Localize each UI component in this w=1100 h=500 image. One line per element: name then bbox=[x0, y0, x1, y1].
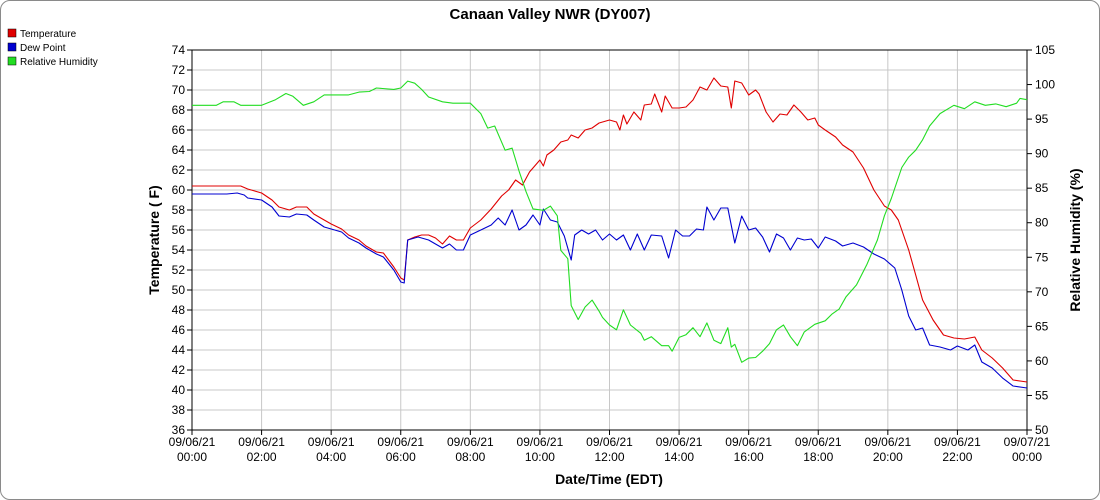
x-tick-time: 00:00 bbox=[1012, 450, 1042, 464]
y2-tick-label: 70 bbox=[1035, 285, 1049, 299]
x-tick-time: 04:00 bbox=[316, 450, 346, 464]
legend-label: Dew Point bbox=[20, 43, 66, 54]
y-tick-label: 56 bbox=[172, 223, 186, 237]
x-tick-date: 09/06/21 bbox=[308, 435, 355, 449]
y-tick-label: 52 bbox=[172, 263, 186, 277]
legend-swatch bbox=[7, 56, 17, 66]
y-tick-label: 42 bbox=[172, 363, 186, 377]
x-tick-time: 12:00 bbox=[594, 450, 624, 464]
legend-label: Relative Humidity bbox=[20, 57, 98, 68]
series-line-temperature bbox=[192, 77, 1028, 383]
series-line-dew-point bbox=[192, 192, 1028, 389]
x-tick-date: 09/06/21 bbox=[517, 435, 564, 449]
x-tick-time: 00:00 bbox=[177, 450, 207, 464]
y2-tick-label: 75 bbox=[1035, 250, 1049, 264]
y-tick-label: 70 bbox=[172, 83, 186, 97]
y2-tick-label: 80 bbox=[1035, 216, 1049, 230]
y-tick-label: 36 bbox=[172, 423, 186, 437]
x-tick-date: 09/06/21 bbox=[238, 435, 285, 449]
y2-tick-label: 100 bbox=[1035, 78, 1055, 92]
y2-tick-label: 65 bbox=[1035, 319, 1049, 333]
y-tick-label: 64 bbox=[172, 143, 186, 157]
y2-axis-label: Relative Humidity (%) bbox=[1067, 168, 1083, 311]
x-tick-time: 14:00 bbox=[664, 450, 694, 464]
x-tick-date: 09/06/21 bbox=[586, 435, 633, 449]
y-tick-label: 44 bbox=[172, 343, 186, 357]
y2-tick-label: 95 bbox=[1035, 112, 1049, 126]
y2-tick-label: 85 bbox=[1035, 181, 1049, 195]
legend-label: Temperature bbox=[20, 29, 77, 40]
legend: Temperature Dew Point Relative Humidity bbox=[7, 28, 98, 68]
y-axis-label: Temperature ( F) bbox=[146, 185, 162, 294]
x-tick-time: 20:00 bbox=[873, 450, 903, 464]
x-tick-date: 09/06/21 bbox=[656, 435, 703, 449]
y-tick-label: 54 bbox=[172, 243, 186, 257]
x-tick-time: 22:00 bbox=[942, 450, 972, 464]
legend-swatch bbox=[7, 28, 17, 38]
y2-tick-label: 90 bbox=[1035, 147, 1049, 161]
x-tick-date: 09/06/21 bbox=[447, 435, 494, 449]
x-tick-date: 09/06/21 bbox=[864, 435, 911, 449]
y2-tick-label: 55 bbox=[1035, 388, 1049, 402]
x-tick-time: 02:00 bbox=[247, 450, 277, 464]
x-axis: 09/06/2100:0009/06/2102:0009/06/2104:000… bbox=[169, 430, 1051, 464]
x-tick-date: 09/06/21 bbox=[725, 435, 772, 449]
y-tick-label: 38 bbox=[172, 403, 186, 417]
x-tick-date: 09/06/21 bbox=[169, 435, 216, 449]
y2-tick-label: 60 bbox=[1035, 354, 1049, 368]
y-tick-label: 72 bbox=[172, 63, 186, 77]
x-tick-time: 10:00 bbox=[525, 450, 555, 464]
y-tick-label: 66 bbox=[172, 123, 186, 137]
y2-tick-label: 105 bbox=[1035, 43, 1055, 57]
x-tick-time: 06:00 bbox=[386, 450, 416, 464]
x-axis-label: Date/Time (EDT) bbox=[555, 471, 663, 487]
y-tick-label: 50 bbox=[172, 283, 186, 297]
y-tick-label: 62 bbox=[172, 163, 186, 177]
x-tick-date: 09/07/21 bbox=[1004, 435, 1051, 449]
y-tick-label: 74 bbox=[172, 43, 186, 57]
y-tick-label: 68 bbox=[172, 103, 186, 117]
left-axis: 36 38 40 42 44 46 48 50 52 54 56 58 60 62 64 66 68 70 72 74 bbox=[172, 43, 192, 437]
y-tick-label: 60 bbox=[172, 183, 186, 197]
x-tick-date: 09/06/21 bbox=[795, 435, 842, 449]
series-lines bbox=[192, 77, 1028, 389]
y-tick-label: 46 bbox=[172, 323, 186, 337]
x-tick-time: 18:00 bbox=[803, 450, 833, 464]
y-tick-label: 58 bbox=[172, 203, 186, 217]
series-line-relative-humidity bbox=[192, 80, 1028, 363]
y-tick-label: 40 bbox=[172, 383, 186, 397]
x-tick-date: 09/06/21 bbox=[377, 435, 424, 449]
gridlines bbox=[192, 50, 1027, 430]
x-tick-date: 09/06/21 bbox=[934, 435, 981, 449]
x-tick-time: 16:00 bbox=[734, 450, 764, 464]
right-axis: 50 55 60 65 70 75 80 85 90 95 100 105 bbox=[1027, 43, 1055, 437]
chart-title: Canaan Valley NWR (DY007) bbox=[450, 6, 651, 23]
y-tick-label: 48 bbox=[172, 303, 186, 317]
x-tick-time: 08:00 bbox=[455, 450, 485, 464]
legend-swatch bbox=[7, 42, 17, 52]
y2-tick-label: 50 bbox=[1035, 423, 1049, 437]
